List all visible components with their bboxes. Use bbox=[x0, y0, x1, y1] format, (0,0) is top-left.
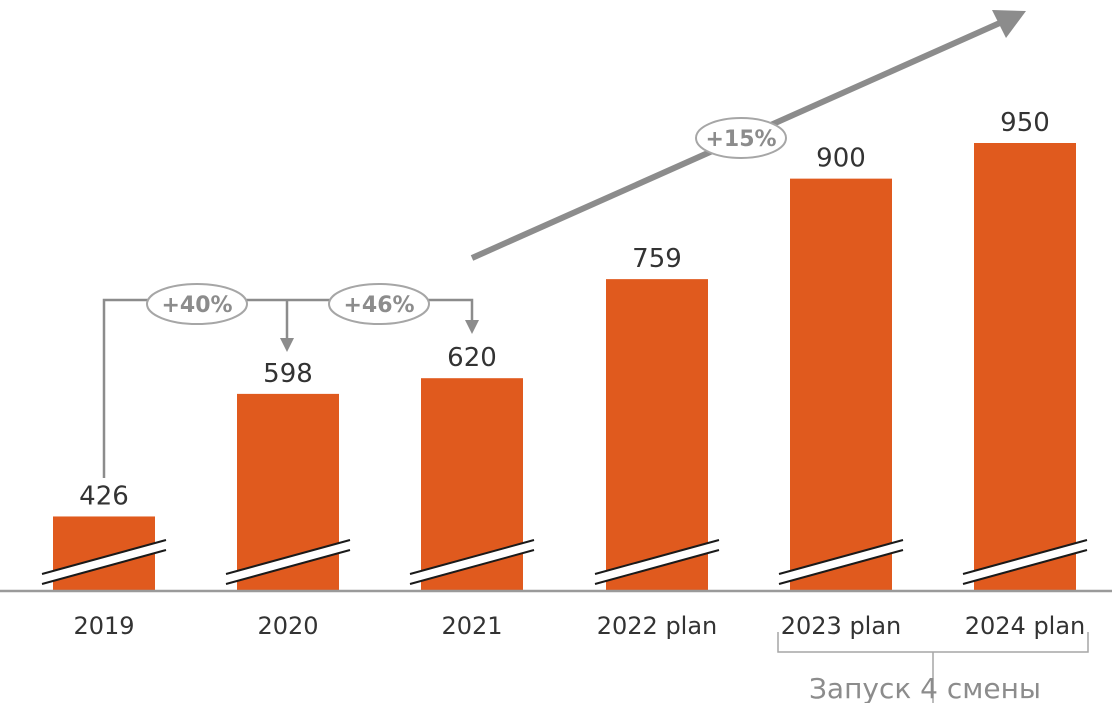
growth-badge-40: +40% bbox=[146, 283, 248, 325]
svg-text:+46%: +46% bbox=[343, 293, 414, 318]
axis-break-mark bbox=[778, 539, 904, 585]
data-label: 900 bbox=[816, 144, 866, 174]
x-tick-label: 2023 plan bbox=[781, 612, 902, 640]
bar-2023-plan bbox=[790, 178, 892, 592]
bars-layer bbox=[41, 143, 1088, 592]
x-tick-label: 2024 plan bbox=[965, 612, 1086, 640]
labels-layer: 426 2019 598 2020 620 2021 759 2022 plan 900 2023… bbox=[73, 108, 1085, 640]
x-tick-label: 2020 bbox=[257, 612, 318, 640]
bracket-note: Запуск 4 смены bbox=[809, 672, 1041, 703]
bar-2022-plan bbox=[606, 279, 708, 591]
growth-badge-46: +46% bbox=[328, 283, 430, 325]
axis-break-mark bbox=[41, 539, 167, 585]
axis-break-mark bbox=[225, 539, 351, 585]
growth-connector bbox=[102, 298, 474, 478]
data-label: 759 bbox=[632, 244, 682, 274]
x-tick-label: 2019 bbox=[73, 612, 134, 640]
arrow-head-2021 bbox=[465, 320, 479, 334]
data-label: 620 bbox=[447, 343, 497, 373]
data-label: 598 bbox=[263, 359, 313, 389]
x-tick-label: 2022 plan bbox=[597, 612, 718, 640]
growth-badge-15: +15% bbox=[695, 117, 787, 159]
bar-2024-plan bbox=[974, 143, 1076, 591]
trend-arrow-head bbox=[992, 10, 1026, 38]
axis-break-mark bbox=[594, 539, 720, 585]
bracket bbox=[777, 632, 1089, 703]
data-label: 426 bbox=[79, 481, 129, 511]
axis-break-mark bbox=[962, 539, 1088, 585]
svg-text:+15%: +15% bbox=[705, 127, 776, 152]
x-tick-label: 2021 bbox=[441, 612, 502, 640]
svg-text:+40%: +40% bbox=[161, 293, 232, 318]
arrow-head-2020 bbox=[280, 338, 294, 352]
axis-break-mark bbox=[409, 539, 535, 585]
data-label: 950 bbox=[1000, 108, 1050, 138]
